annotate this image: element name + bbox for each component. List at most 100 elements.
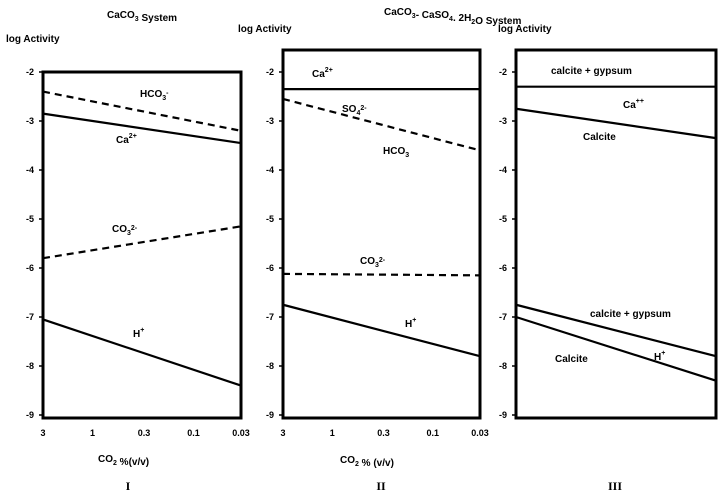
series-line (515, 315, 717, 382)
y-tick-label: -9 (26, 410, 34, 420)
x-axis-label-part: %(v/v) (117, 457, 149, 468)
x-tick-label: 1 (90, 428, 95, 438)
series-annotation-part: 3 (162, 95, 166, 102)
y-tick-label: -4 (499, 165, 507, 175)
series-annotation: Ca2+ (116, 133, 137, 146)
y-tick-label: -4 (26, 165, 34, 175)
series-annotation-part: 2+ (325, 67, 333, 74)
plot-frame (41, 70, 243, 420)
chart-title-part: 2 (471, 19, 475, 26)
series-line (282, 272, 481, 277)
series-annotation: Calcite (583, 132, 616, 143)
series-annotation-part: HCO (140, 89, 162, 100)
series-annotation-part: 3 (127, 230, 131, 237)
chart-title-part: O System (475, 16, 521, 27)
series-annotation-part: H (133, 329, 140, 340)
x-tick-label: 0.3 (377, 428, 390, 438)
y-tick-label: -8 (26, 361, 34, 371)
series-annotation-part: 4 (356, 110, 360, 117)
x-tick-label: 3 (40, 428, 45, 438)
series-annotation-part: CO (112, 224, 127, 235)
chart-title-part: - CaSO (416, 10, 450, 21)
series-annotation-part: Ca (312, 69, 325, 80)
panel-numeral: II (376, 479, 386, 493)
series-annotation-part: calcite + gypsum (590, 309, 671, 320)
series-annotation-part: H (654, 352, 661, 363)
series-annotation-part: Ca (116, 135, 129, 146)
series-annotation-part: calcite + gypsum (551, 66, 632, 77)
x-tick-label: 0.03 (471, 428, 489, 438)
series-annotation: Ca++ (623, 98, 644, 111)
series-line (42, 225, 242, 260)
series-annotation: Calcite (555, 354, 588, 365)
y-tick-label: -2 (26, 67, 34, 77)
series-annotation: SO42- (342, 104, 367, 117)
y-axis-label: log Activity (498, 24, 552, 35)
chart-title-part: . 2H (453, 13, 471, 24)
x-axis-label: CO2 %(v/v) (98, 454, 149, 468)
series-annotation-part: ++ (636, 98, 644, 105)
y-axis-label: log Activity (6, 34, 60, 45)
series-annotation-part: + (661, 350, 665, 357)
series-annotation: calcite + gypsum (551, 66, 632, 77)
series-annotation: calcite + gypsum (590, 309, 671, 320)
y-tick-label: -9 (266, 410, 274, 420)
series-annotation: CO32- (360, 256, 386, 269)
x-axis-label: CO2 % (v/v) (340, 455, 394, 469)
y-tick-label: -3 (26, 116, 34, 126)
series-annotation-part: Calcite (583, 132, 616, 143)
series-annotation-part: + (140, 327, 144, 334)
series-annotation-part: HCO (383, 146, 405, 157)
series-line (42, 90, 242, 132)
chart-title-part: 3 (412, 13, 416, 20)
series-annotation-part: CO (360, 256, 375, 267)
y-tick-label: -7 (26, 312, 34, 322)
panel-numeral: III (608, 479, 622, 493)
series-annotation: CO32- (112, 224, 138, 237)
y-tick-label: -8 (499, 361, 507, 371)
y-axis-label: log Activity (238, 24, 292, 35)
series-annotation-part: Calcite (555, 354, 588, 365)
chart-title-part: CaCO (107, 10, 135, 21)
y-tick-label: -8 (266, 361, 274, 371)
series-annotation: H+ (405, 317, 416, 330)
chart-title-part: CaCO (384, 7, 412, 18)
series-annotation: Ca2+ (312, 67, 333, 80)
y-tick-label: -5 (26, 214, 34, 224)
y-tick-label: -5 (266, 214, 274, 224)
series-annotation: HCO3 (383, 146, 409, 159)
y-tick-label: -6 (26, 263, 34, 273)
series-annotation-part: 3 (405, 152, 409, 159)
panel-numeral: I (126, 479, 131, 493)
x-tick-label: 3 (280, 428, 285, 438)
series-annotation-part: - (166, 90, 169, 97)
x-axis-label-part: CO (340, 455, 355, 466)
y-tick-label: -6 (499, 263, 507, 273)
series-line (282, 97, 481, 152)
series-line (42, 112, 242, 145)
y-tick-label: -6 (266, 263, 274, 273)
x-tick-label: 0.3 (138, 428, 151, 438)
series-annotation-part: 2- (379, 257, 386, 264)
chart-title-part: 4 (449, 16, 453, 23)
x-axis-label-part: 2 (113, 460, 117, 467)
series-line (515, 303, 717, 358)
x-tick-label: 0.03 (232, 428, 250, 438)
y-tick-label: -3 (499, 116, 507, 126)
chart-title: CaCO3 System (107, 10, 177, 24)
series-annotation: HCO3- (140, 89, 169, 102)
y-tick-label: -2 (266, 67, 274, 77)
y-tick-label: -5 (499, 214, 507, 224)
series-line (282, 303, 481, 358)
series-annotation: H+ (133, 327, 144, 340)
series-annotation-part: 3 (375, 262, 379, 269)
series-annotation-part: 2+ (129, 133, 137, 140)
panel-III: log Activity -2 -3 -4 -5 -6 -7 -8 -9 III calcite +… (498, 24, 718, 493)
chart-title-part: 3 (135, 16, 139, 23)
series-line (42, 318, 242, 387)
plot-frame (514, 48, 718, 420)
x-tick-label: 0.1 (426, 428, 439, 438)
